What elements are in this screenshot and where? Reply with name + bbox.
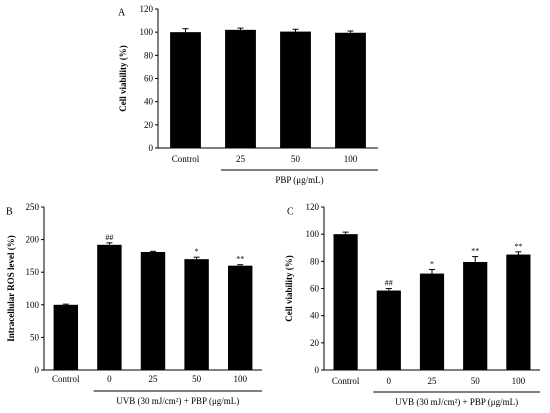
bar bbox=[140, 251, 166, 370]
y-tick-label: 0 bbox=[35, 365, 40, 375]
bar bbox=[376, 290, 401, 370]
bar bbox=[419, 273, 445, 370]
x-tick-label: Control bbox=[52, 374, 80, 384]
significance-label: ** bbox=[514, 242, 522, 251]
significance-label: ## bbox=[105, 233, 113, 242]
significance-label: ** bbox=[236, 255, 244, 264]
x-tick-label: 25 bbox=[149, 374, 159, 384]
significance-label: * bbox=[430, 259, 434, 268]
panel-letter: A bbox=[118, 7, 126, 18]
bar bbox=[184, 259, 209, 370]
panel-letter: B bbox=[6, 206, 13, 217]
y-tick-label: 40 bbox=[310, 311, 320, 321]
bar bbox=[170, 32, 201, 148]
panel-a: A 0 20 40 60 80 100 120 Cell viability (%) Contro… bbox=[118, 4, 378, 185]
y-tick-label: 0 bbox=[149, 143, 154, 153]
y-tick-label: 100 bbox=[306, 229, 320, 239]
bar bbox=[97, 244, 122, 370]
x-tick-label: Control bbox=[172, 154, 200, 164]
bar bbox=[280, 31, 311, 148]
group-label: UVB (30 mJ/cm²) + PBP (μg/mL) bbox=[116, 396, 239, 406]
y-axis-title: Cell viability (%) bbox=[118, 45, 128, 112]
y-tick-label: 0 bbox=[315, 365, 320, 375]
bar bbox=[335, 32, 366, 148]
y-tick-label: 60 bbox=[310, 284, 320, 294]
group-label: PBP (μg/mL) bbox=[275, 175, 323, 185]
y-tick-label: 150 bbox=[26, 267, 40, 277]
bar bbox=[225, 29, 256, 149]
y-tick-label: 250 bbox=[26, 202, 40, 212]
y-tick-label: 20 bbox=[310, 338, 320, 348]
x-tick-label: 100 bbox=[233, 374, 247, 384]
x-tick-label: 0 bbox=[387, 376, 392, 386]
x-tick-label: Control bbox=[332, 376, 360, 386]
y-tick-label: 120 bbox=[140, 4, 154, 14]
y-tick-label: 120 bbox=[306, 202, 320, 212]
x-tick-label: 25 bbox=[236, 154, 246, 164]
y-axis-title: Intracellular ROS level (%) bbox=[6, 235, 16, 342]
y-tick-label: 200 bbox=[26, 235, 40, 245]
bar bbox=[506, 254, 531, 370]
bar bbox=[53, 304, 79, 370]
significance-label: ** bbox=[471, 247, 479, 256]
y-tick-label: 50 bbox=[30, 332, 40, 342]
y-tick-label: 60 bbox=[144, 74, 154, 84]
y-tick-label: 80 bbox=[144, 50, 154, 60]
y-axis-title: Cell viability (%) bbox=[284, 255, 294, 322]
x-tick-label: 50 bbox=[192, 374, 202, 384]
bar bbox=[463, 262, 488, 370]
x-tick-label: 50 bbox=[291, 154, 301, 164]
x-tick-label: 50 bbox=[471, 376, 481, 386]
x-tick-label: 100 bbox=[512, 376, 526, 386]
y-tick-label: 100 bbox=[140, 27, 154, 37]
group-label: UVB (30 mJ/cm²) + PBP (μg/mL) bbox=[395, 397, 518, 407]
y-tick-label: 80 bbox=[310, 256, 320, 266]
y-tick-label: 40 bbox=[144, 97, 154, 107]
significance-label: * bbox=[195, 247, 199, 256]
bar bbox=[333, 234, 358, 370]
x-tick-label: 0 bbox=[107, 374, 112, 384]
bar bbox=[227, 265, 253, 370]
x-tick-label: 100 bbox=[344, 154, 358, 164]
panel-c: C 0 20 40 60 80 100 120 Cell viability (%) Contro… bbox=[284, 202, 540, 407]
y-tick-label: 100 bbox=[26, 300, 40, 310]
significance-label: ## bbox=[385, 279, 393, 288]
y-tick-label: 20 bbox=[144, 120, 154, 130]
x-tick-label: 25 bbox=[428, 376, 438, 386]
panel-letter: C bbox=[287, 206, 294, 217]
